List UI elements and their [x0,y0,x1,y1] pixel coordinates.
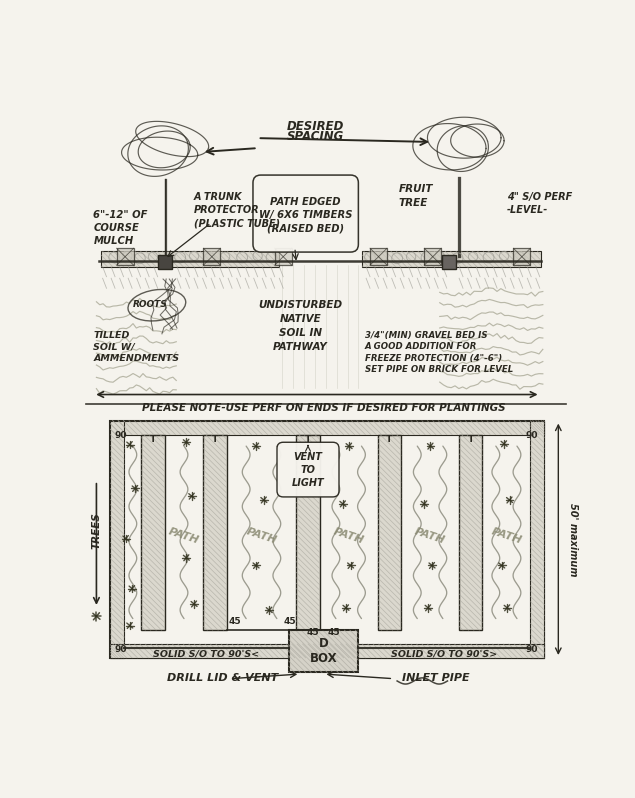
Bar [289,630,358,673]
FancyBboxPatch shape [277,442,339,497]
Text: 4" S/O PERF
-LEVEL-: 4" S/O PERF -LEVEL- [507,192,572,215]
Text: 90: 90 [526,431,538,440]
Bar [513,248,530,265]
Text: PATH: PATH [490,527,523,546]
Text: SOLID S/O TO 90'S>: SOLID S/O TO 90'S> [391,650,498,658]
Bar [275,248,291,265]
Bar [110,644,544,658]
Bar [142,435,164,630]
Text: D
BOX: D BOX [310,638,337,666]
Text: TILLED
SOIL W/
AMMENDMENTS: TILLED SOIL W/ AMMENDMENTS [93,330,180,363]
Text: 90: 90 [115,431,128,440]
Bar [362,251,540,267]
Text: VENT
TO
LIGHT: VENT TO LIGHT [291,452,324,488]
Text: PATH EDGED
W/ 6X6 TIMBERS
(RAISED BED): PATH EDGED W/ 6X6 TIMBERS (RAISED BED) [259,197,352,233]
Bar [117,248,133,265]
Text: 45: 45 [229,617,241,626]
Text: 45: 45 [284,617,297,626]
Bar [442,255,456,269]
Text: T: T [150,435,156,444]
Text: PATH: PATH [168,527,201,546]
Bar [459,435,483,630]
Text: 90: 90 [526,645,538,654]
Text: PLEASE NOTE-USE PERF ON ENDS IF DESIRED FOR PLANTINGS: PLEASE NOTE-USE PERF ON ENDS IF DESIRED … [142,403,505,413]
Text: UNDISTURBED
NATIVE
SOIL IN
PATHWAY: UNDISTURBED NATIVE SOIL IN PATHWAY [258,300,342,352]
Text: FRUIT
TREE: FRUIT TREE [399,184,433,207]
Text: 90: 90 [115,645,128,654]
Text: 6"-12" OF
COURSE
MULCH: 6"-12" OF COURSE MULCH [93,210,148,246]
Text: SPACING: SPACING [287,130,344,144]
Bar [378,435,401,630]
Bar [370,248,387,265]
Bar [203,435,227,630]
Bar [158,255,172,269]
Text: PATH: PATH [245,527,278,546]
Text: T: T [305,435,311,444]
Text: DESIRED: DESIRED [287,120,344,133]
Bar [203,248,220,265]
Text: 50' maximum: 50' maximum [568,503,578,576]
Text: PATH: PATH [413,527,446,546]
Text: 3/4"(MIN) GRAVEL BED IS
A GOOD ADDITION FOR
FREEZE PROTECTION (4"-6")
SET PIPE O: 3/4"(MIN) GRAVEL BED IS A GOOD ADDITION … [364,330,513,374]
Text: ROOTS: ROOTS [133,300,168,309]
Bar [101,251,279,267]
Text: SOLID S/O TO 90'S<: SOLID S/O TO 90'S< [153,650,260,658]
Text: A TRUNK
PROTECTOR
(PLASTIC TUBE): A TRUNK PROTECTOR (PLASTIC TUBE) [194,192,280,228]
Bar [110,421,124,658]
Text: PATH: PATH [332,527,365,546]
Bar [530,421,544,658]
Text: INLET PIPE: INLET PIPE [402,673,470,683]
FancyBboxPatch shape [253,175,358,252]
Bar [110,421,544,658]
Text: T: T [386,435,392,444]
Text: 45: 45 [328,628,340,637]
Text: 45: 45 [307,628,319,637]
Text: T: T [467,435,474,444]
Bar [110,421,544,435]
Text: TREES: TREES [91,512,102,549]
Text: DRILL LID & VENT: DRILL LID & VENT [167,673,278,683]
Bar [297,435,319,630]
Bar [424,248,441,265]
Text: T: T [212,435,218,444]
